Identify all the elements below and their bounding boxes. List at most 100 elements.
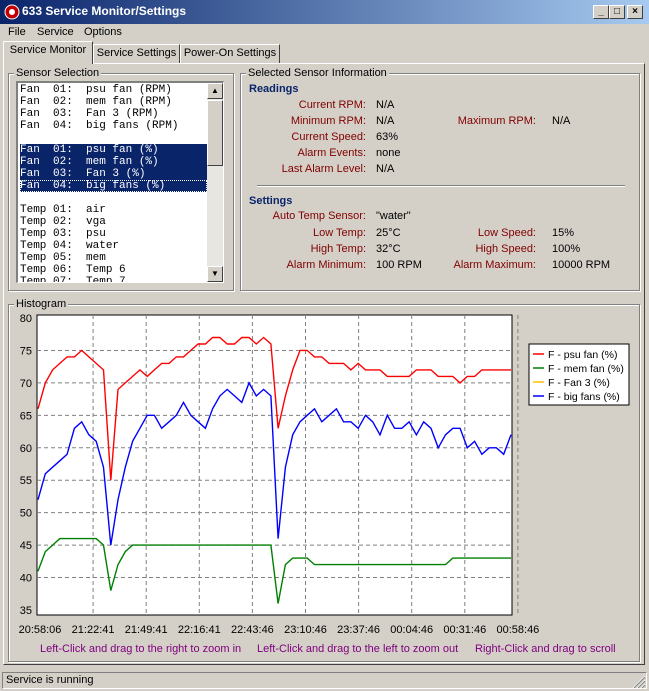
y-tick-label: 75 <box>20 345 32 357</box>
status-text: Service is running <box>2 672 647 689</box>
high-temp-label: High Temp: <box>310 243 366 255</box>
high-speed-value: 100% <box>552 243 581 255</box>
high-temp-value: 32°C <box>376 243 401 255</box>
scroll-up-button[interactable]: ▲ <box>207 83 223 99</box>
alarm-minimum-value: 100 RPM <box>376 259 422 271</box>
sensor-list-item[interactable]: Fan 03: Fan 3 (%) <box>20 168 207 180</box>
alarm-minimum-label: Alarm Minimum: <box>286 259 366 271</box>
tab-page <box>3 63 645 665</box>
x-tick-label: 23:37:46 <box>337 624 380 636</box>
tab-service-monitor[interactable]: Service Monitor <box>3 41 93 64</box>
low-temp-value: 25°C <box>376 227 401 239</box>
y-tick-label: 65 <box>20 410 32 422</box>
y-tick-label: 80 <box>20 313 32 325</box>
menu-bar: File Service Options <box>0 24 649 42</box>
minimum-rpm-value: N/A <box>376 115 395 127</box>
low-temp-label: Low Temp: <box>313 227 366 239</box>
scroll-thumb[interactable] <box>207 100 223 166</box>
legend-entry: F - Fan 3 (%) <box>548 377 610 389</box>
scroll-down-button[interactable]: ▼ <box>207 266 223 282</box>
info-separator <box>257 185 625 187</box>
x-tick-label: 00:58:46 <box>496 624 539 636</box>
scroll-hint: Right-Click and drag to scroll <box>475 643 616 655</box>
sensor-selection-title: Sensor Selection <box>14 67 102 79</box>
y-tick-label: 40 <box>20 573 32 585</box>
low-speed-value: 15% <box>552 227 575 239</box>
sensor-list-item[interactable]: Temp 03: psu <box>20 228 106 240</box>
legend-entry: F - mem fan (%) <box>548 363 624 375</box>
series-line-4 <box>37 381 512 546</box>
sensor-list-item[interactable]: Fan 04: big fans (%) <box>20 180 207 192</box>
sensor-list-item[interactable]: Fan 01: psu fan (%) <box>20 144 207 156</box>
y-tick-label: 50 <box>20 508 32 520</box>
zoom-in-hint: Left-Click and drag to the right to zoom… <box>40 643 242 655</box>
x-tick-label: 20:58:06 <box>19 624 62 636</box>
x-tick-label: 23:10:46 <box>284 624 327 636</box>
menu-service[interactable]: Service <box>37 26 74 38</box>
x-tick-label: 00:04:46 <box>390 624 433 636</box>
sensor-list-item[interactable]: Fan 04: big fans (RPM) <box>20 120 179 132</box>
x-tick-label: 21:22:41 <box>72 624 115 636</box>
window-title: 633 Service Monitor/Settings <box>22 4 187 18</box>
auto-temp-sensor-label: Auto Temp Sensor: <box>272 210 366 222</box>
last-alarm-level-label: Last Alarm Level: <box>281 163 366 175</box>
app-icon <box>4 4 20 20</box>
sensor-list-item[interactable]: Fan 02: mem fan (%) <box>20 156 207 168</box>
sensor-list-item[interactable]: Temp 01: air <box>20 204 106 216</box>
status-bar: Service is running <box>0 670 649 691</box>
legend-entry: F - big fans (%) <box>548 391 620 403</box>
menu-options-label: Options <box>84 26 122 38</box>
histogram-group <box>8 304 640 662</box>
sensor-info-title: Selected Sensor Information <box>246 67 389 79</box>
high-speed-label: High Speed: <box>475 243 536 255</box>
current-speed-label: Current Speed: <box>291 131 366 143</box>
menu-service-label: Service <box>37 26 74 38</box>
readings-heading: Readings <box>249 83 299 95</box>
current-speed-value: 63% <box>376 131 399 143</box>
x-tick-label: 22:43:46 <box>231 624 274 636</box>
sensor-list-item[interactable]: Fan 02: mem fan (RPM) <box>20 96 172 108</box>
chart-legend <box>528 343 630 406</box>
x-tick-label: 21:49:41 <box>125 624 168 636</box>
maximize-button[interactable]: □ <box>609 5 625 19</box>
title-bar[interactable]: 633 Service Monitor/Settings _ □ × <box>0 0 649 24</box>
histogram-title: Histogram <box>14 298 69 310</box>
menu-file-label: File <box>8 26 26 38</box>
x-tick-label: 22:16:41 <box>178 624 221 636</box>
sensor-list-item[interactable]: Fan 01: psu fan (RPM) <box>20 84 172 96</box>
settings-heading: Settings <box>249 195 293 207</box>
sensor-list-item[interactable]: Fan 03: Fan 3 (RPM) <box>20 108 159 120</box>
sensor-info-group <box>240 73 640 291</box>
sensor-listbox[interactable]: Fan 01: psu fan (RPM) Fan 02: mem fan (RP… <box>16 81 224 283</box>
last-alarm-level-value: N/A <box>376 163 395 175</box>
size-grip-icon[interactable] <box>632 675 646 689</box>
tab-service-settings[interactable]: Service Settings <box>93 44 180 63</box>
current-rpm-value: N/A <box>376 99 395 111</box>
legend-entry: F - psu fan (%) <box>548 349 617 361</box>
alarm-events-value: none <box>376 147 401 159</box>
sensor-list-item[interactable]: Temp 04: water <box>20 240 120 252</box>
sensor-list-item[interactable]: Temp 07: Temp 7 <box>20 276 126 283</box>
menu-file[interactable]: File <box>8 26 26 38</box>
tab-power-on-settings[interactable]: Power-On Settings <box>180 44 280 63</box>
y-tick-label: 70 <box>20 378 32 390</box>
list-scrollbar[interactable]: ▲ ▼ <box>207 83 223 282</box>
maximum-rpm-label: Maximum RPM: <box>457 115 536 127</box>
sensor-list-item[interactable]: Temp 02: vga <box>20 216 106 228</box>
y-tick-label: 55 <box>20 475 32 487</box>
current-rpm-label: Current RPM: <box>298 99 366 111</box>
sensor-list-item[interactable]: Temp 06: Temp 6 <box>20 264 126 276</box>
maximum-rpm-value: N/A <box>552 115 571 127</box>
close-button[interactable]: × <box>627 5 643 19</box>
series-line-2 <box>37 537 511 604</box>
y-tick-label: 35 <box>20 605 32 617</box>
low-speed-label: Low Speed: <box>477 227 536 239</box>
menu-options[interactable]: Options <box>84 26 122 38</box>
sensor-selection-group <box>8 73 234 291</box>
sensor-list-item[interactable]: Temp 05: mem <box>20 252 106 264</box>
minimum-rpm-label: Minimum RPM: <box>290 115 366 127</box>
auto-temp-sensor-value: "water" <box>376 210 411 222</box>
minimize-button[interactable]: _ <box>593 5 609 19</box>
alarm-maximum-label: Alarm Maximum: <box>453 259 536 271</box>
